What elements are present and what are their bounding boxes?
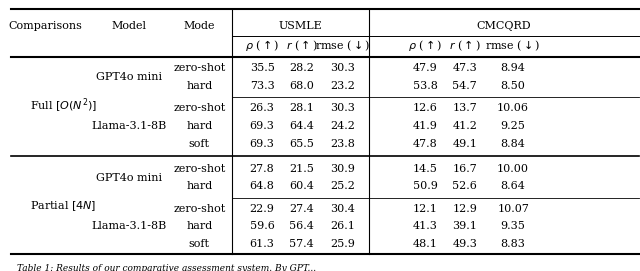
Text: 21.5: 21.5: [289, 164, 314, 174]
Text: 30.3: 30.3: [330, 63, 355, 73]
Text: 64.8: 64.8: [250, 182, 275, 192]
Text: 28.1: 28.1: [289, 103, 314, 113]
Text: 61.3: 61.3: [250, 239, 275, 249]
Text: 39.1: 39.1: [452, 221, 477, 231]
Text: Model: Model: [111, 21, 147, 31]
Text: 13.7: 13.7: [452, 103, 477, 113]
Text: 65.5: 65.5: [289, 139, 314, 149]
Text: soft: soft: [189, 239, 210, 249]
Text: USMLE: USMLE: [278, 21, 322, 31]
Text: rmse ($\downarrow$): rmse ($\downarrow$): [315, 38, 370, 53]
Text: 14.5: 14.5: [413, 164, 438, 174]
Text: 23.2: 23.2: [330, 81, 355, 91]
Text: 69.3: 69.3: [250, 121, 275, 131]
Text: 53.8: 53.8: [413, 81, 438, 91]
Text: 8.83: 8.83: [500, 239, 525, 249]
Text: 10.06: 10.06: [497, 103, 529, 113]
Text: zero-shot: zero-shot: [173, 204, 225, 214]
Text: 69.3: 69.3: [250, 139, 275, 149]
Text: CMCQRD: CMCQRD: [476, 21, 531, 31]
Text: 25.2: 25.2: [330, 182, 355, 192]
Text: 48.1: 48.1: [413, 239, 438, 249]
Text: zero-shot: zero-shot: [173, 164, 225, 174]
Text: 8.84: 8.84: [500, 139, 525, 149]
Text: 26.1: 26.1: [330, 221, 355, 231]
Text: 24.2: 24.2: [330, 121, 355, 131]
Text: Mode: Mode: [184, 21, 215, 31]
Text: 57.4: 57.4: [289, 239, 314, 249]
Text: 47.3: 47.3: [452, 63, 477, 73]
Text: 59.6: 59.6: [250, 221, 275, 231]
Text: Partial $[4N]$: Partial $[4N]$: [30, 199, 96, 213]
Text: Comparisons: Comparisons: [8, 21, 83, 31]
Text: 30.4: 30.4: [330, 204, 355, 214]
Text: 25.9: 25.9: [330, 239, 355, 249]
Text: 47.9: 47.9: [413, 63, 438, 73]
Text: 68.0: 68.0: [289, 81, 314, 91]
Text: 27.8: 27.8: [250, 164, 275, 174]
Text: 47.8: 47.8: [413, 139, 438, 149]
Text: 10.00: 10.00: [497, 164, 529, 174]
Text: zero-shot: zero-shot: [173, 103, 225, 113]
Text: 9.25: 9.25: [500, 121, 525, 131]
Text: 27.4: 27.4: [289, 204, 314, 214]
Text: 8.64: 8.64: [500, 182, 525, 192]
Text: 60.4: 60.4: [289, 182, 314, 192]
Text: 10.07: 10.07: [497, 204, 529, 214]
Text: 16.7: 16.7: [452, 164, 477, 174]
Text: 56.4: 56.4: [289, 221, 314, 231]
Text: hard: hard: [186, 182, 212, 192]
Text: 50.9: 50.9: [413, 182, 438, 192]
Text: zero-shot: zero-shot: [173, 63, 225, 73]
Text: $\rho$ ($\uparrow$): $\rho$ ($\uparrow$): [245, 38, 279, 53]
Text: Table 1: Results of our comparative assessment system. By GPT...: Table 1: Results of our comparative asse…: [17, 264, 316, 271]
Text: 30.3: 30.3: [330, 103, 355, 113]
Text: 8.94: 8.94: [500, 63, 525, 73]
Text: hard: hard: [186, 81, 212, 91]
Text: 35.5: 35.5: [250, 63, 275, 73]
Text: 49.1: 49.1: [452, 139, 477, 149]
Text: Full $[O(N^2)]$: Full $[O(N^2)]$: [30, 97, 97, 115]
Text: 73.3: 73.3: [250, 81, 275, 91]
Text: soft: soft: [189, 139, 210, 149]
Text: 52.6: 52.6: [452, 182, 477, 192]
Text: GPT4o mini: GPT4o mini: [96, 173, 162, 183]
Text: 12.6: 12.6: [413, 103, 438, 113]
Text: hard: hard: [186, 221, 212, 231]
Text: 30.9: 30.9: [330, 164, 355, 174]
Text: 12.1: 12.1: [413, 204, 438, 214]
Text: 12.9: 12.9: [452, 204, 477, 214]
Text: GPT4o mini: GPT4o mini: [96, 72, 162, 82]
Text: 41.2: 41.2: [452, 121, 477, 131]
Text: $\rho$ ($\uparrow$): $\rho$ ($\uparrow$): [408, 38, 442, 53]
Text: $r$ ($\uparrow$): $r$ ($\uparrow$): [286, 38, 317, 53]
Text: 54.7: 54.7: [452, 81, 477, 91]
Text: 49.3: 49.3: [452, 239, 477, 249]
Text: 23.8: 23.8: [330, 139, 355, 149]
Text: 26.3: 26.3: [250, 103, 275, 113]
Text: 41.9: 41.9: [413, 121, 438, 131]
Text: rmse ($\downarrow$): rmse ($\downarrow$): [486, 38, 541, 53]
Text: 8.50: 8.50: [500, 81, 525, 91]
Text: 22.9: 22.9: [250, 204, 275, 214]
Text: Llama-3.1-8B: Llama-3.1-8B: [92, 221, 166, 231]
Text: hard: hard: [186, 121, 212, 131]
Text: 9.35: 9.35: [500, 221, 525, 231]
Text: $r$ ($\uparrow$): $r$ ($\uparrow$): [449, 38, 481, 53]
Text: 28.2: 28.2: [289, 63, 314, 73]
Text: 64.4: 64.4: [289, 121, 314, 131]
Text: Llama-3.1-8B: Llama-3.1-8B: [92, 121, 166, 131]
Text: 41.3: 41.3: [413, 221, 438, 231]
